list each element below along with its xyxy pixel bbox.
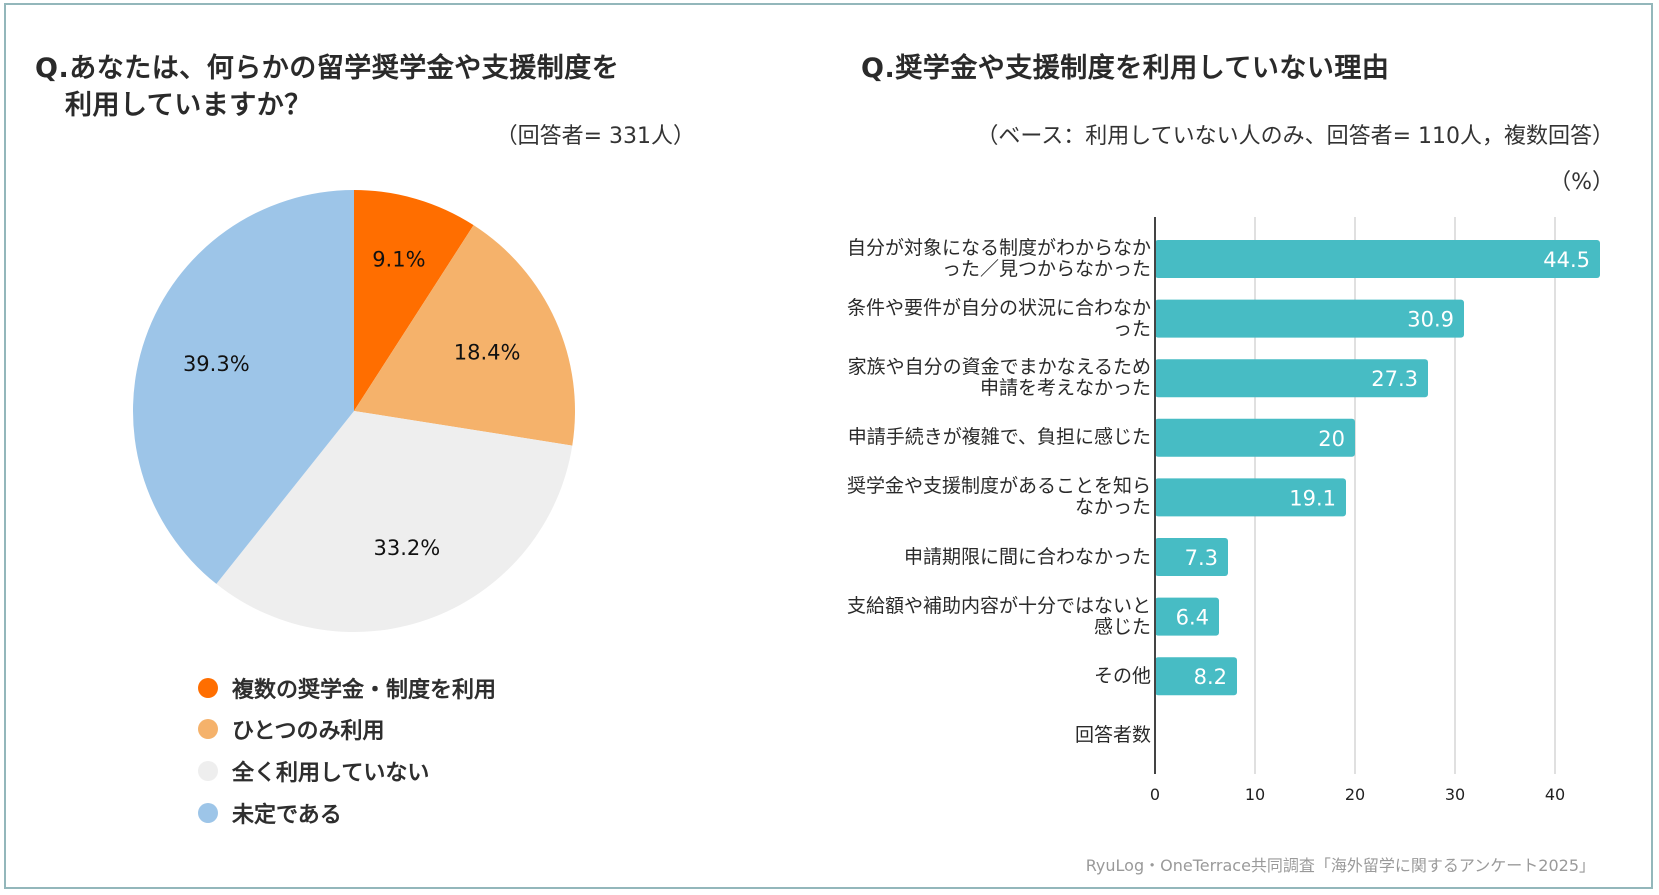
- legend-item: 全く利用していない: [198, 756, 429, 786]
- category-label: 申請手続きが複雑で、負担に感じた: [848, 427, 1151, 448]
- pie-title-line2: 利用していますか？: [65, 90, 312, 121]
- bar: [1155, 657, 1237, 696]
- card-frame: [4, 3, 1653, 889]
- category-label: 自分が対象になる制度がわからなか った／見つからなかった: [847, 238, 1151, 280]
- bar: [1155, 418, 1355, 457]
- category-label-line: 感じた: [1093, 615, 1151, 638]
- category-label: 家族や自分の資金でまかなえるため 申請を考えなかった: [848, 357, 1151, 399]
- pie-respondents: （回答者= 331人）: [495, 124, 695, 149]
- category-label-line: 条件や要件が自分の状況に合わなか: [846, 296, 1151, 319]
- category-label: 条件や要件が自分の状況に合わなか った: [846, 296, 1151, 340]
- category-label: 回答者数: [1075, 725, 1151, 746]
- bar-value-label: 27.3: [1371, 367, 1418, 391]
- legend-swatch-icon: [198, 761, 218, 781]
- pie-slice-label: 9.1%: [372, 247, 425, 271]
- category-label: その他: [1093, 664, 1151, 687]
- pie-slice-label: 18.4%: [454, 340, 521, 364]
- legend-label: 未定である: [232, 803, 342, 828]
- legend-label: ひとつのみ利用: [232, 719, 385, 744]
- category-label-line: 回答者数: [1074, 724, 1151, 747]
- legend-swatch-icon: [198, 719, 218, 739]
- bar: [1155, 538, 1228, 576]
- legend-label: 全く利用していない: [232, 761, 430, 786]
- bar-value-label: 20: [1318, 427, 1345, 451]
- category-label-line: その他: [1093, 664, 1151, 687]
- x-tick-label: 20: [1345, 785, 1365, 804]
- category-label-line: った: [1112, 317, 1151, 340]
- bar: [1155, 240, 1600, 278]
- bar-value-label: 8.2: [1194, 665, 1227, 689]
- bar-value-label: 44.5: [1543, 248, 1590, 272]
- bar-subtitle: （ベース：利用していない人のみ、回答者= 110人，複数回答）: [976, 124, 1614, 149]
- category-label-line: 奨学金や支援制度があることを知ら: [846, 475, 1151, 498]
- pie-slice: [216, 411, 573, 632]
- category-label: 奨学金や支援制度があることを知ら なかった: [847, 476, 1151, 518]
- category-label: 申請期限に間に合わなかった: [903, 545, 1151, 568]
- bar: [1155, 359, 1428, 398]
- category-label-line: 申請期限に間に合わなかった: [903, 545, 1151, 568]
- source-footer: RyuLog・OneTerrace共同調査「海外留学に関するアンケート2025」: [1085, 856, 1595, 875]
- bar-value-label: 19.1: [1289, 486, 1336, 510]
- pie-title-line1: Q.あなたは、何らかの留学奨学金や支援制度を: [35, 53, 620, 84]
- category-label: 支給額や補助内容が十分ではないと 感じた: [846, 594, 1151, 638]
- category-label-line: 申請手続きが複雑で、負担に感じた: [847, 426, 1151, 449]
- legend-swatch-icon: [198, 678, 218, 698]
- legend-item: ひとつのみ利用: [198, 714, 384, 744]
- category-label-line: 申請を考えなかった: [979, 377, 1151, 400]
- bar-unit: （%）: [1549, 170, 1614, 195]
- legend-swatch-icon: [198, 803, 218, 823]
- category-label-line: 支給額や補助内容が十分ではないと: [846, 594, 1151, 617]
- x-tick-label: 0: [1150, 785, 1160, 804]
- x-tick-label: 10: [1245, 785, 1265, 804]
- legend-item: 複数の奨学金・制度を利用: [198, 673, 496, 703]
- x-tick-label: 40: [1545, 785, 1565, 804]
- bar-value-label: 30.9: [1407, 308, 1454, 332]
- pie-slice-label: 39.3%: [183, 352, 250, 376]
- category-label-line: 家族や自分の資金でまかなえるため: [847, 356, 1151, 379]
- category-label-line: った／見つからなかった: [941, 258, 1151, 280]
- pie-slice-label: 33.2%: [373, 536, 440, 560]
- pie-slice: [354, 190, 474, 411]
- bar: [1155, 597, 1219, 636]
- legend-item: 未定である: [198, 798, 342, 828]
- legend-label: 複数の奨学金・制度を利用: [232, 678, 497, 703]
- bar: [1155, 299, 1464, 338]
- bar: [1155, 478, 1346, 517]
- pie-chart: 9.1% 18.4% 33.2% 39.3%: [133, 190, 575, 632]
- category-label-line: 自分が対象になる制度がわからなか: [846, 237, 1151, 259]
- bar-value-label: 6.4: [1176, 606, 1209, 630]
- bar-value-label: 7.3: [1185, 546, 1218, 570]
- category-label-line: なかった: [1074, 496, 1151, 519]
- x-tick-label: 30: [1445, 785, 1465, 804]
- pie-slice: [354, 225, 575, 446]
- bar-title: Q.奨学金や支援制度を利用していない理由: [861, 53, 1390, 84]
- pie-slice: [133, 190, 354, 584]
